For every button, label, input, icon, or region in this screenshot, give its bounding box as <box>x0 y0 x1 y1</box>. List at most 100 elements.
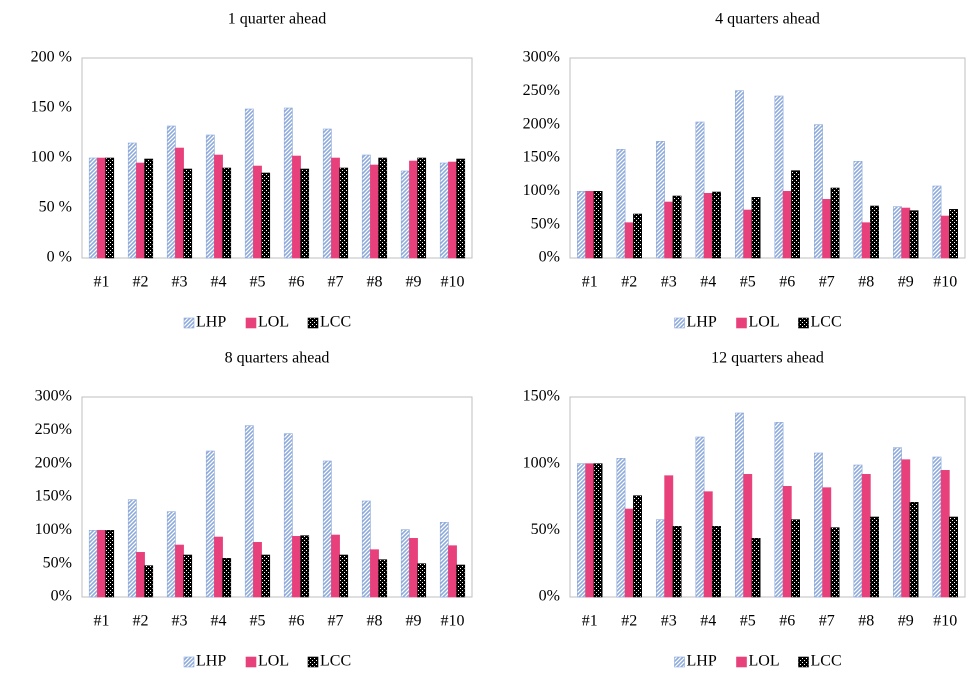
legend-swatch <box>798 317 809 329</box>
x-tick-label: #5 <box>740 274 756 291</box>
x-tick-label: #2 <box>621 274 637 291</box>
x-tick-label: #4 <box>700 613 716 630</box>
bar <box>853 161 863 259</box>
bar <box>712 526 721 598</box>
bar <box>633 495 642 598</box>
bar <box>136 162 145 259</box>
x-tick-label: #2 <box>133 274 149 291</box>
legend-label: LHP <box>196 653 226 670</box>
plot-frame <box>81 57 473 259</box>
x-tick-label: #3 <box>661 274 677 291</box>
bar <box>205 134 215 259</box>
bar <box>205 450 215 598</box>
x-tick-label: #3 <box>172 613 188 630</box>
y-tick-label: 100% <box>523 454 560 471</box>
y-tick-label: 0% <box>539 588 560 605</box>
bar <box>214 536 223 598</box>
y-tick-label: 100 % <box>31 149 72 166</box>
bar <box>861 474 871 598</box>
x-tick-label: #6 <box>779 613 795 630</box>
x-tick-label: #8 <box>367 274 383 291</box>
bar <box>88 530 98 598</box>
bar <box>814 452 823 598</box>
bar <box>331 534 340 598</box>
bar <box>370 549 379 598</box>
y-tick-label: 150% <box>35 488 72 505</box>
x-tick-label: #8 <box>858 274 874 291</box>
bar <box>448 545 457 598</box>
legend-swatch <box>307 656 319 668</box>
bar <box>339 554 349 598</box>
bar <box>672 195 682 259</box>
x-tick-label: #4 <box>700 274 716 291</box>
bar <box>703 491 713 598</box>
bar <box>439 162 449 259</box>
x-tick-label: #5 <box>250 613 266 630</box>
plot-frame <box>569 396 966 598</box>
bar <box>127 499 137 598</box>
y-tick-label: 200 % <box>31 49 72 66</box>
bar <box>695 436 705 598</box>
bar <box>166 511 176 598</box>
bar <box>949 516 958 598</box>
y-tick-label: 300% <box>35 388 72 405</box>
x-tick-label: #7 <box>328 274 344 291</box>
x-tick-label: #2 <box>133 613 149 630</box>
y-tick-label: 200% <box>523 115 560 132</box>
x-tick-label: #9 <box>406 274 422 291</box>
y-tick-label: 250% <box>35 421 72 438</box>
legend-swatch <box>674 656 685 668</box>
bar <box>183 168 193 259</box>
bar <box>633 213 642 259</box>
bar <box>400 529 410 598</box>
bar <box>830 527 840 598</box>
bar <box>751 538 761 598</box>
y-tick-label: 200% <box>35 454 72 471</box>
y-tick-label: 150 % <box>31 99 72 116</box>
bar <box>378 157 388 259</box>
bar <box>166 125 176 259</box>
x-tick-label: #6 <box>289 274 305 291</box>
x-tick-label: #1 <box>582 613 598 630</box>
chart-title: 1 quarter ahead <box>228 11 327 28</box>
bar <box>624 222 634 259</box>
plot-frame <box>569 57 966 259</box>
x-tick-label: #7 <box>328 613 344 630</box>
bar <box>830 187 840 259</box>
bar <box>932 456 942 598</box>
bar <box>577 463 586 598</box>
x-tick-label: #5 <box>250 274 266 291</box>
legend-swatch <box>183 317 195 329</box>
bar <box>893 447 902 598</box>
legend-swatch <box>798 656 809 668</box>
bar <box>175 147 184 259</box>
bar <box>616 458 626 598</box>
bar <box>593 463 603 598</box>
bar <box>893 206 902 259</box>
bar <box>448 161 457 259</box>
y-tick-label: 0% <box>51 588 72 605</box>
legend-label: LHP <box>687 653 717 670</box>
legend-label: LCC <box>811 653 842 670</box>
bar <box>322 460 332 598</box>
bar <box>222 558 232 598</box>
bar <box>331 157 340 259</box>
x-tick-label: #5 <box>740 613 756 630</box>
bar <box>97 157 106 259</box>
x-tick-label: #3 <box>661 613 677 630</box>
bar <box>409 160 418 259</box>
legend-label: LCC <box>811 314 842 331</box>
x-tick-label: #7 <box>819 613 835 630</box>
bar <box>144 565 154 598</box>
bar <box>940 215 950 259</box>
x-tick-label: #1 <box>582 274 598 291</box>
bar <box>361 154 371 259</box>
bar <box>244 425 254 598</box>
legend-swatch <box>183 656 195 668</box>
bar <box>909 502 919 598</box>
bar <box>378 559 388 598</box>
bar <box>222 167 232 259</box>
bar <box>88 157 98 259</box>
legend-label: LHP <box>196 314 226 331</box>
